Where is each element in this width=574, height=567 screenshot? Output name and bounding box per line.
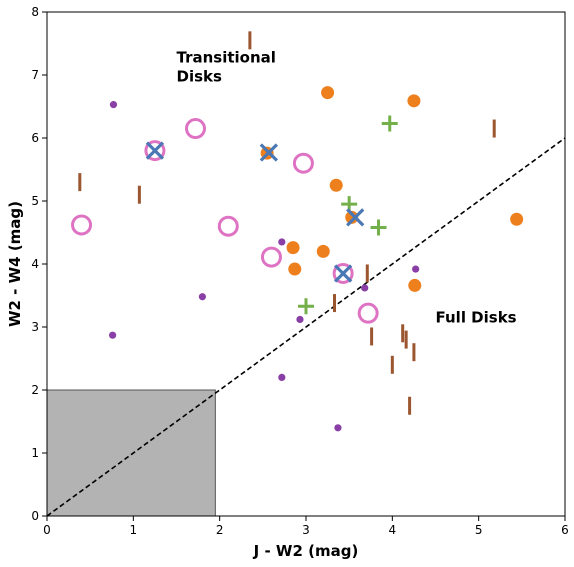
purple-dot-marker [296,315,304,324]
axis-ticks: 0 1 2 3 4 5 6 0 1 2 3 4 5 6 7 8 [31,5,568,537]
orange-dot-marker [321,86,335,100]
x-tick-label: 6 [561,523,569,537]
orange-dot-marker [329,178,343,192]
y-tick-label: 4 [31,257,39,271]
orange-dot-marker [288,262,302,276]
y-tick-label: 2 [31,383,39,397]
orange-dot-marker [345,210,359,224]
x-tick-label: 0 [43,523,51,537]
pink-open-circle-marker [260,246,282,268]
grey-shaded-box [46,389,216,517]
pink-open-circle-marker [357,302,379,324]
orange-dot-marker [408,278,422,292]
blue-x-marker [259,143,279,162]
blue-x-marker [346,208,365,227]
x-tick-label: 4 [389,523,397,537]
y-tick-label: 3 [31,320,39,334]
purple-dot-marker [278,373,286,381]
y-tick-label: 1 [31,446,39,460]
annotations: Transitional Disks Full Disks [177,48,517,326]
pink-open-circle-marker [217,215,239,237]
x-tick-label: 5 [475,523,483,537]
x-tick-label: 1 [130,523,138,537]
orange-dot-marker [510,212,524,226]
y-tick-label: 0 [31,509,39,523]
purple-dot-marker [109,331,117,339]
pink-open-circle-marker [71,214,93,236]
purple-dot-marker [412,265,420,273]
annotation-line: Transitional [177,48,276,66]
blue-x-marker [145,141,165,160]
green-plus-marker [381,115,398,132]
annotation-line: Disks [177,67,222,85]
y-tick-label: 5 [31,194,39,208]
purple-dot-marker [109,101,118,109]
pink-open-circle-marker [144,140,166,162]
x-tick-label: 3 [302,523,310,537]
y-axis-label: W2 - W4 (mag) [6,201,24,327]
plot-frame [46,11,566,517]
pink-open-circle-marker [292,152,314,174]
annotation-text: Full Disks [436,309,517,327]
green-plus-marker [370,219,387,236]
x-axis-label: J - W2 (mag) [253,542,359,560]
orange-dot-marker [286,241,300,255]
orange-dot-marker [407,94,421,108]
y-tick-label: 6 [31,131,39,145]
divider-line-group [46,137,566,517]
purple-dot-marker [334,424,342,432]
data-points [71,31,524,432]
x-tick-label: 2 [216,523,224,537]
blue-x-marker [333,264,353,283]
pink-open-circle-marker [184,118,206,140]
annotation-line: Full Disks [436,309,517,327]
annotation-text: Transitional Disks [177,48,276,85]
dashed-divider-line [46,137,566,517]
purple-dot-marker [278,238,286,246]
y-tick-label: 8 [31,5,39,19]
purple-dot-marker [361,284,369,292]
y-tick-label: 7 [31,68,39,82]
pink-open-circle-marker [332,262,354,284]
orange-dot-marker [316,244,330,258]
shaded-region [46,389,216,517]
green-plus-marker [298,298,314,315]
purple-dot-marker [198,293,206,301]
